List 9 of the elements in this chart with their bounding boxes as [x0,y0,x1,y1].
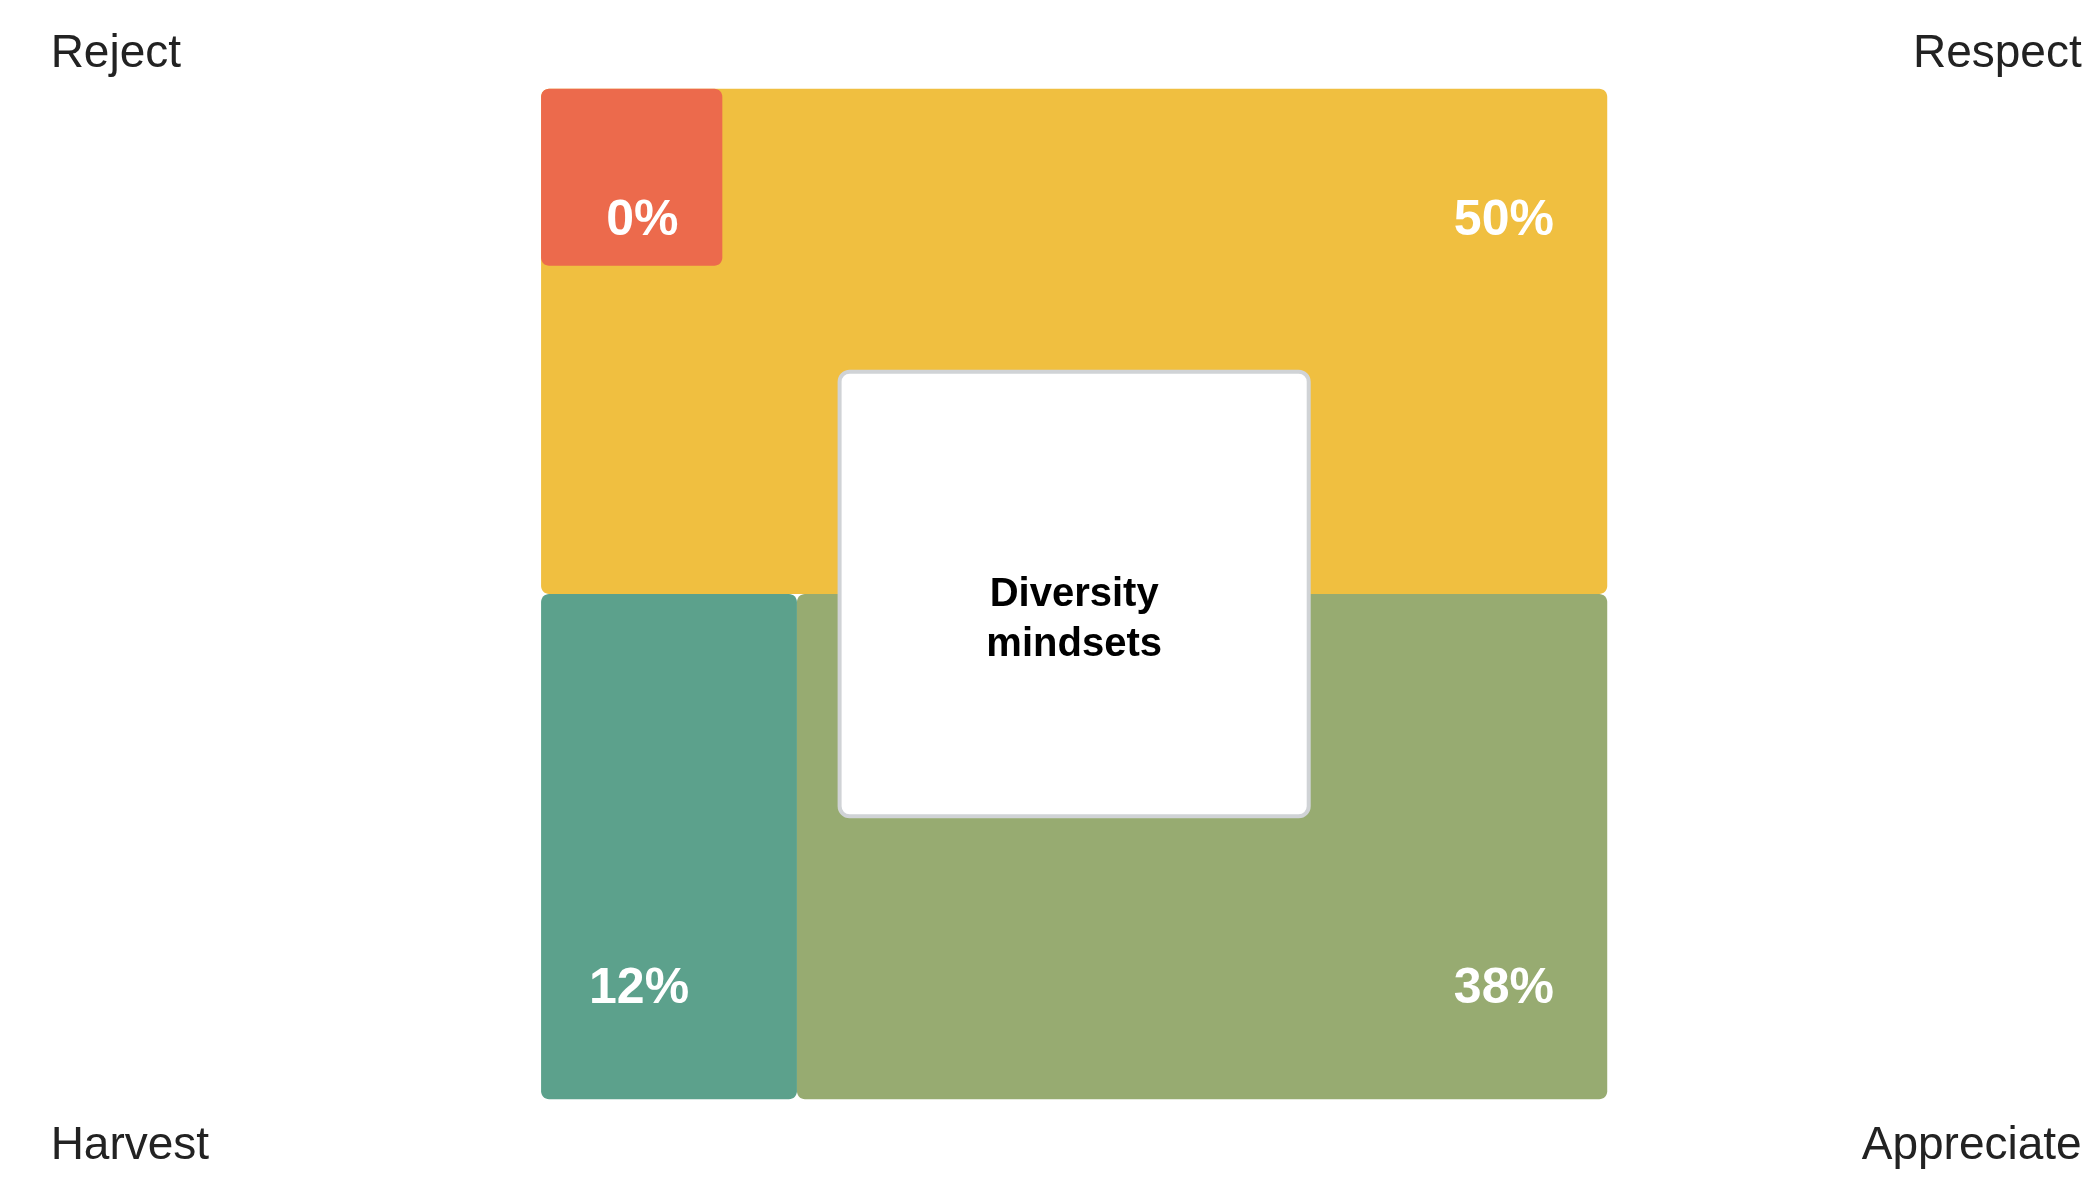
text: Diversity mindsets [986,570,1162,664]
category-label: Respect [1912,25,2082,78]
category-label: Reject [50,25,182,78]
data-label: 12% [589,958,690,1015]
category-label: Appreciate [1861,1116,2082,1169]
category-label: Harvest [50,1116,210,1169]
data-label: 38% [1453,958,1554,1015]
data-label: 50% [1453,190,1554,247]
data-label: 0% [606,190,679,247]
